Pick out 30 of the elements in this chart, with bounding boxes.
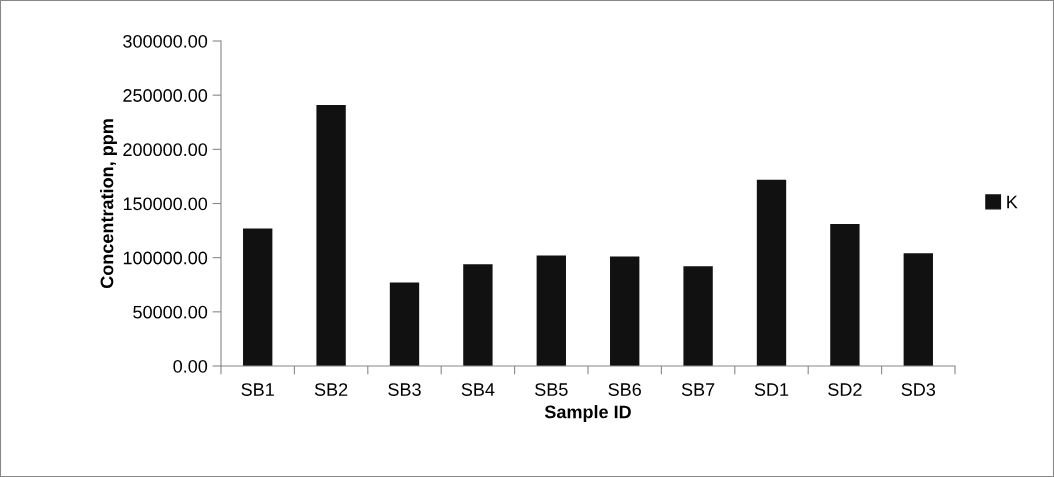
x-tick-label: SD3	[901, 383, 936, 396]
y-tick-label: 150000.00	[123, 197, 208, 211]
bar	[389, 282, 420, 366]
bar	[243, 228, 273, 366]
bar	[683, 266, 713, 366]
y-tick-label: 100000.00	[123, 251, 208, 265]
bar	[903, 253, 933, 366]
x-tick-label: SB1	[241, 383, 274, 396]
bar	[536, 255, 566, 366]
y-tick-label: 50000.00	[133, 305, 208, 319]
legend-label: K	[1007, 195, 1018, 209]
x-tick-label: SB5	[535, 383, 568, 396]
x-tick-label: SB3	[388, 383, 421, 396]
y-tick-label: 250000.00	[123, 89, 208, 102]
bar	[756, 179, 787, 366]
x-tick-label: SB7	[681, 383, 715, 396]
y-tick-label: 0.00	[173, 359, 208, 373]
bar	[830, 224, 860, 366]
x-tick-label: SB6	[608, 383, 641, 396]
bar	[610, 256, 640, 366]
bar	[463, 264, 493, 366]
x-tick-label: SB2	[314, 383, 348, 396]
y-tick-label: 300000.00	[123, 34, 208, 48]
y-tick-label: 200000.00	[123, 143, 208, 157]
x-axis-title: Sample ID	[544, 405, 631, 422]
bar	[316, 104, 346, 366]
x-tick-label: SB4	[461, 383, 495, 396]
x-tick-label: SD1	[754, 383, 789, 396]
x-tick-label: SD2	[828, 383, 862, 396]
y-axis-title: Concentration, ppm	[100, 119, 117, 289]
